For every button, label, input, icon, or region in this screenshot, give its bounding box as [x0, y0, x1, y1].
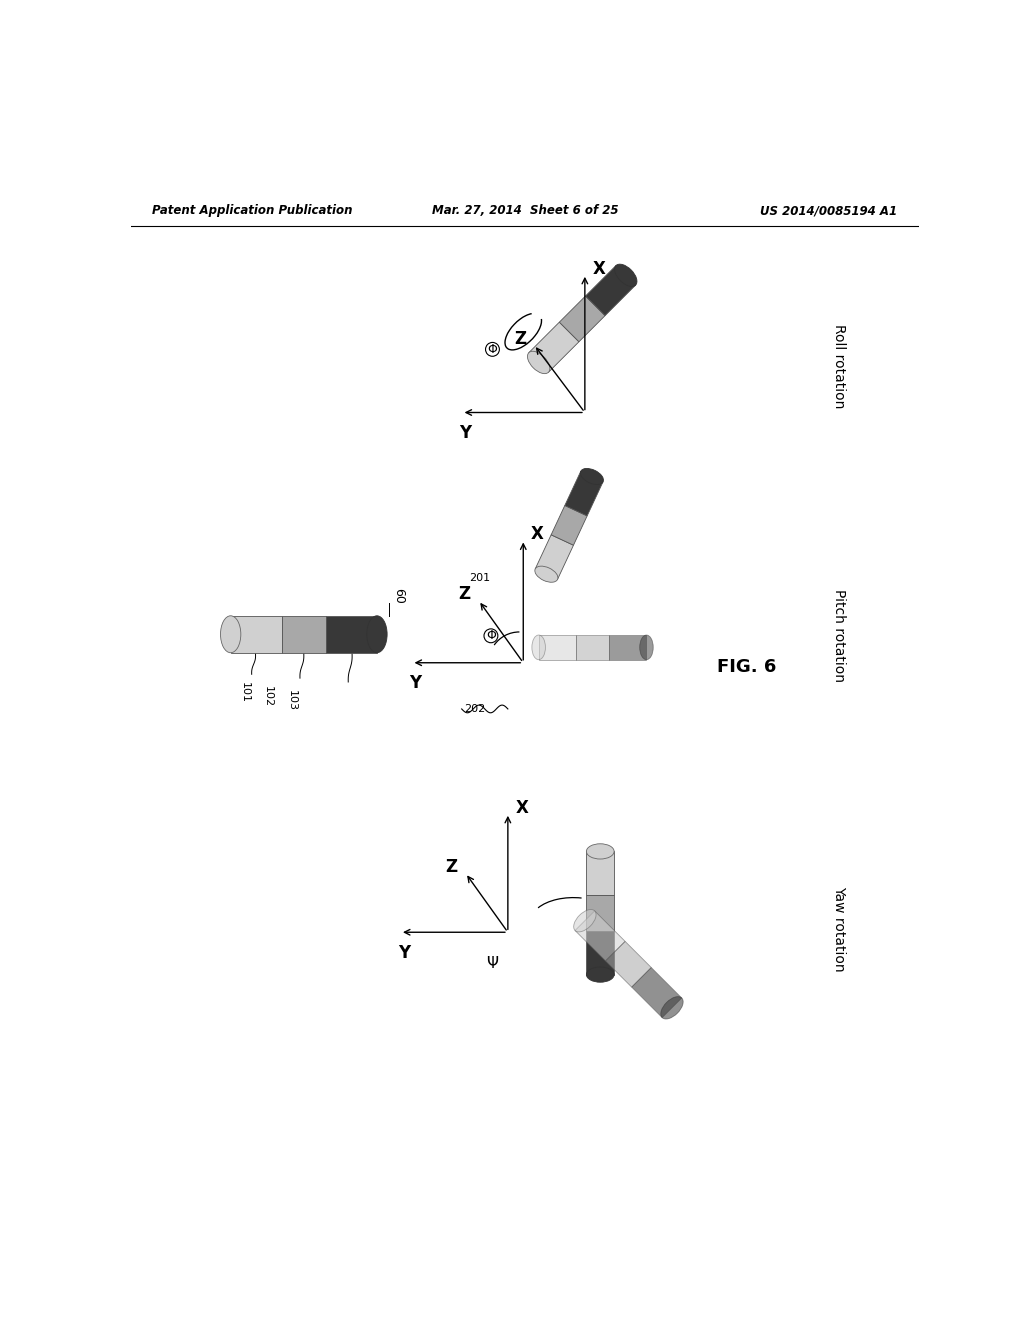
Ellipse shape	[531, 635, 546, 660]
Polygon shape	[575, 911, 625, 961]
Ellipse shape	[614, 264, 637, 286]
Text: Yaw rotation: Yaw rotation	[831, 886, 846, 972]
Text: Y: Y	[460, 424, 472, 442]
Text: Ψ: Ψ	[486, 956, 499, 970]
Polygon shape	[608, 635, 646, 660]
Ellipse shape	[220, 615, 241, 653]
Ellipse shape	[660, 997, 683, 1019]
Polygon shape	[326, 615, 377, 653]
Ellipse shape	[581, 469, 603, 484]
Text: Patent Application Publication: Patent Application Publication	[153, 205, 352, 218]
Text: 202: 202	[464, 704, 485, 714]
Polygon shape	[587, 895, 614, 932]
Ellipse shape	[367, 615, 387, 653]
Polygon shape	[559, 296, 605, 342]
Ellipse shape	[587, 843, 614, 859]
Text: Roll rotation: Roll rotation	[831, 325, 846, 408]
Text: Z: Z	[445, 858, 458, 876]
Polygon shape	[536, 535, 573, 579]
Text: X: X	[593, 260, 605, 277]
Text: 201: 201	[469, 573, 489, 583]
Polygon shape	[632, 968, 682, 1018]
Text: 101: 101	[240, 682, 250, 704]
Polygon shape	[528, 322, 579, 372]
Polygon shape	[587, 851, 614, 895]
Ellipse shape	[587, 968, 614, 982]
Polygon shape	[586, 265, 636, 315]
Text: X: X	[531, 525, 544, 544]
Text: US 2014/0085194 A1: US 2014/0085194 A1	[761, 205, 897, 218]
Polygon shape	[577, 635, 608, 660]
Polygon shape	[565, 471, 603, 516]
Text: Z: Z	[514, 330, 526, 347]
Polygon shape	[587, 932, 614, 974]
Ellipse shape	[573, 909, 596, 932]
Polygon shape	[605, 941, 651, 987]
Polygon shape	[539, 635, 577, 660]
Ellipse shape	[535, 566, 558, 582]
Text: Z: Z	[459, 585, 471, 603]
Text: Φ: Φ	[486, 630, 496, 643]
Text: Φ: Φ	[487, 343, 498, 356]
Text: Y: Y	[398, 944, 410, 962]
Polygon shape	[282, 615, 326, 653]
Ellipse shape	[640, 635, 653, 660]
Text: FIG. 6: FIG. 6	[717, 657, 776, 676]
Text: 60: 60	[392, 587, 406, 603]
Text: X: X	[515, 799, 528, 817]
Polygon shape	[551, 506, 587, 545]
Text: Mar. 27, 2014  Sheet 6 of 25: Mar. 27, 2014 Sheet 6 of 25	[431, 205, 618, 218]
Text: Y: Y	[410, 675, 422, 692]
Text: Pitch rotation: Pitch rotation	[831, 589, 846, 682]
Polygon shape	[230, 615, 282, 653]
Text: 102: 102	[262, 686, 272, 708]
Ellipse shape	[527, 351, 550, 374]
Text: 103: 103	[288, 689, 297, 710]
